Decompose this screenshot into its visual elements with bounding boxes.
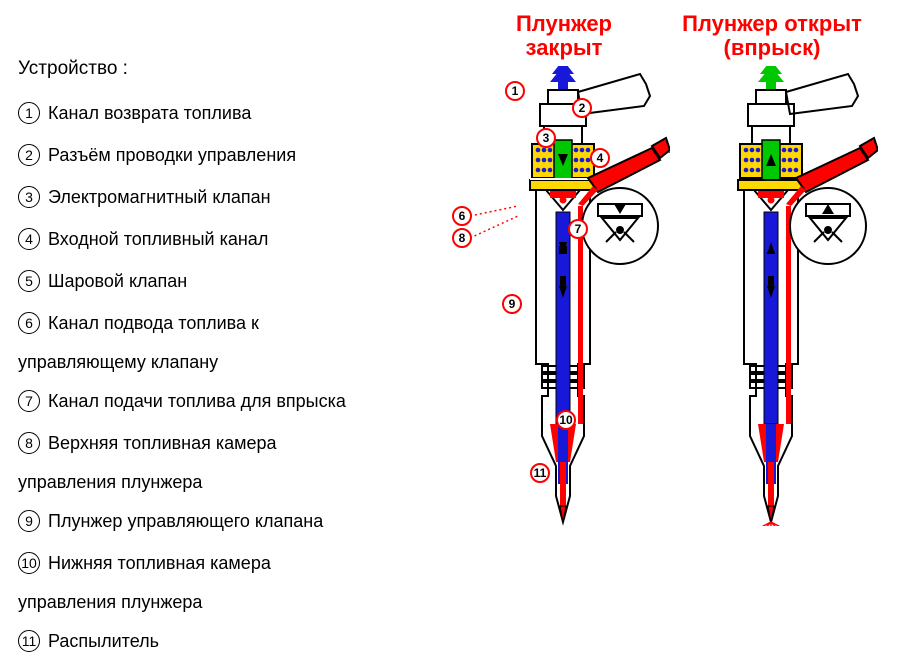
callout-num-icon: 8 — [452, 228, 472, 248]
legend-title: Устройство : — [18, 58, 438, 80]
legend-num-icon: 11 — [18, 630, 40, 652]
legend-item: 4 Входной топливный канал — [18, 226, 438, 253]
legend-label: Шаровой клапан — [48, 268, 187, 295]
legend-label: Канал возврата топлива — [48, 100, 251, 127]
callout-num-icon: 6 — [452, 206, 472, 226]
callout-num-icon: 9 — [502, 294, 522, 314]
legend-num-icon: 6 — [18, 312, 40, 334]
legend-num-icon: 3 — [18, 186, 40, 208]
legend-item: 6 Канал подвода топлива к — [18, 310, 438, 337]
legend-item: 2 Разъём проводки управления — [18, 142, 438, 169]
legend-label: Канал подвода топлива к — [48, 310, 259, 337]
legend-item: 7 Канал подачи топлива для впрыска — [18, 388, 438, 415]
legend-num-icon: 10 — [18, 552, 40, 574]
legend-num-icon: 1 — [18, 102, 40, 124]
legend-item: 8 Верхняя топливная камера — [18, 430, 438, 457]
legend-label: Нижняя топливная камера — [48, 550, 271, 577]
legend-label: Входной топливный канал — [48, 226, 268, 253]
legend-item: 11 Распылитель — [18, 628, 438, 655]
legend-label-continuation: управления плунжера — [18, 592, 438, 613]
callout-num-icon: 1 — [505, 81, 525, 101]
legend-item: 9 Плунжер управляющего клапана — [18, 508, 438, 535]
legend-label-continuation: управляющему клапану — [18, 352, 438, 373]
callout-num-icon: 11 — [530, 463, 550, 483]
legend-num-icon: 8 — [18, 432, 40, 454]
legend-num-icon: 9 — [18, 510, 40, 532]
state-closed-title: Плунжер закрыт — [494, 12, 634, 60]
callout-num-icon: 4 — [590, 148, 610, 168]
legend-label: Канал подачи топлива для впрыска — [48, 388, 346, 415]
legend-label: Электромагнитный клапан — [48, 184, 271, 211]
legend-label: Плунжер управляющего клапана — [48, 508, 323, 535]
state-open-title: Плунжер открыт (впрыск) — [672, 12, 872, 60]
legend-item: 10 Нижняя топливная камера — [18, 550, 438, 577]
callout-num-icon: 3 — [536, 128, 556, 148]
legend-num-icon: 5 — [18, 270, 40, 292]
callout-num-icon: 7 — [568, 219, 588, 239]
legend-num-icon: 7 — [18, 390, 40, 412]
legend-item: 1 Канал возврата топлива — [18, 100, 438, 127]
legend-panel: Устройство : 1 Канал возврата топлива 2 Раз… — [18, 58, 438, 670]
legend-num-icon: 4 — [18, 228, 40, 250]
callout-num-icon: 10 — [556, 410, 576, 430]
legend-label: Верхняя топливная камера — [48, 430, 277, 457]
svg-text:4: 4 — [668, 146, 670, 157]
legend-label: Распылитель — [48, 628, 159, 655]
callout-num-icon: 2 — [572, 98, 592, 118]
legend-num-icon: 2 — [18, 144, 40, 166]
legend-item: 3 Электромагнитный клапан — [18, 184, 438, 211]
legend-label-continuation: управления плунжера — [18, 472, 438, 493]
legend-label: Разъём проводки управления — [48, 142, 296, 169]
injector-diagram-open — [678, 66, 878, 531]
legend-item: 5 Шаровой клапан — [18, 268, 438, 295]
